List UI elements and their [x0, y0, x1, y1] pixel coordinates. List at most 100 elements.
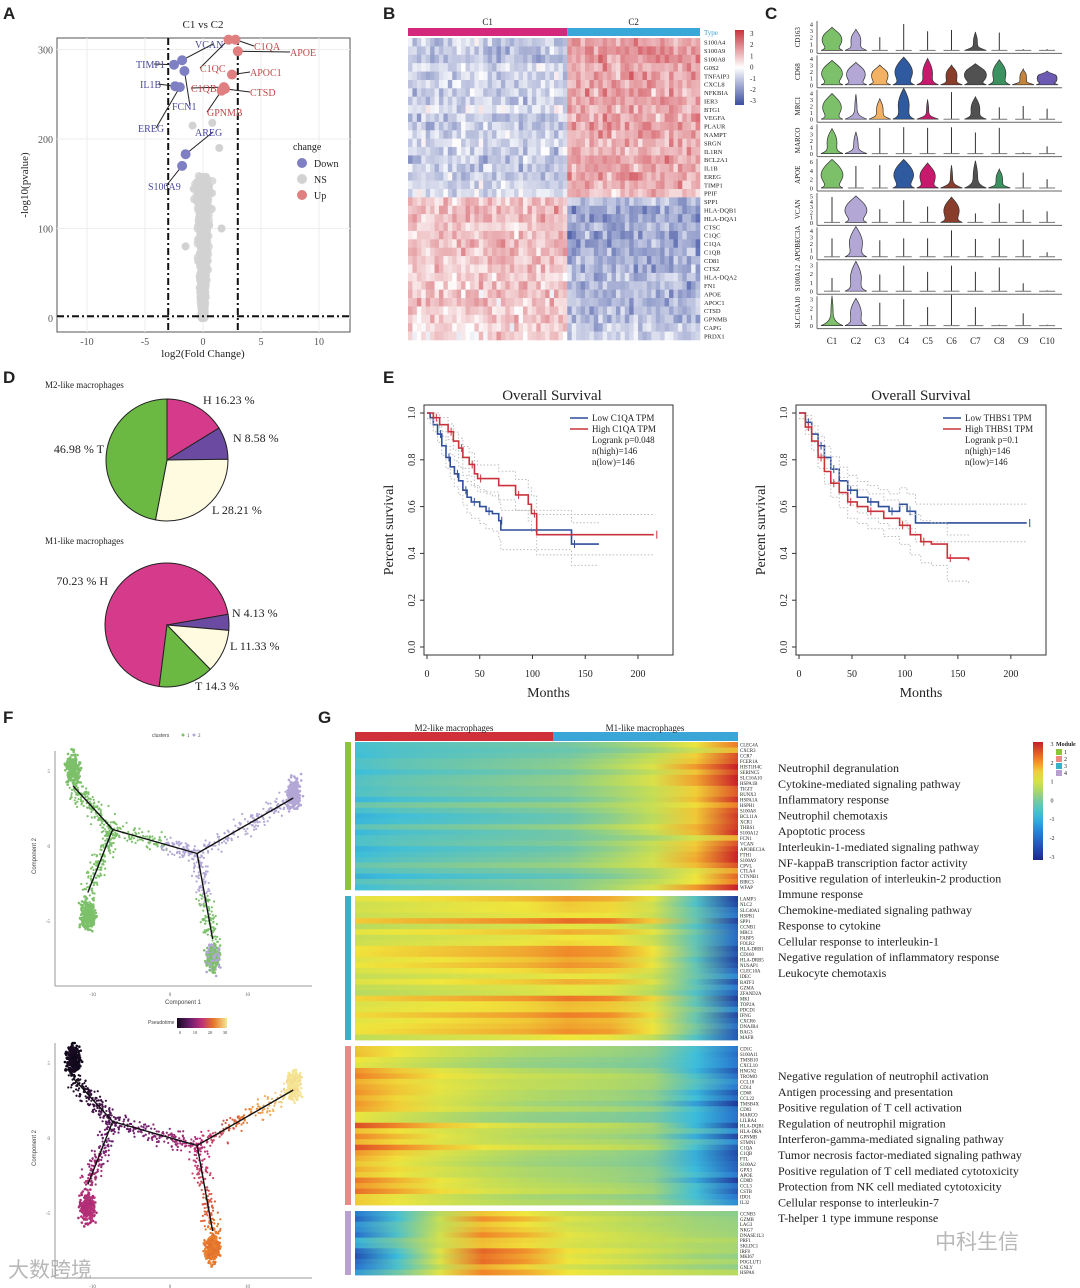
- heatmap-cell: [531, 113, 537, 123]
- heatmap-cell: [540, 96, 546, 106]
- heatmap-cell: [474, 189, 480, 198]
- heatmap-cell: [478, 163, 484, 173]
- y-axis-label: Percent survival: [754, 485, 769, 576]
- heatmap-cell: [554, 88, 559, 98]
- gene-label: CD81: [704, 258, 720, 265]
- heatmap-cell: [624, 289, 630, 299]
- heatmap-cell: [642, 172, 648, 181]
- heatmap-cell: [567, 256, 572, 265]
- cell-point: [89, 798, 92, 801]
- heatmap-cell: [447, 130, 453, 139]
- heatmap-cell: [438, 96, 444, 106]
- heatmap-cell: [518, 197, 524, 207]
- heatmap-cell: [660, 189, 665, 198]
- violin-c9: [1012, 67, 1035, 86]
- heatmap-cell: [474, 71, 480, 81]
- heatmap-cell: [518, 306, 524, 316]
- violin-c7: [964, 31, 987, 51]
- ns-point: [198, 298, 207, 307]
- heatmap-cell: [536, 331, 542, 341]
- heatmap-cell: [567, 155, 572, 165]
- heatmap-cell: [430, 163, 435, 173]
- heatmap-cell: [492, 54, 497, 64]
- heatmap-cell: [461, 138, 466, 148]
- heatmap-cell: [655, 323, 661, 332]
- heatmap-cell: [660, 214, 665, 223]
- heatmap-cell: [465, 113, 471, 123]
- heatmap-cell: [584, 163, 590, 173]
- heatmap-cell: [567, 314, 572, 324]
- heatmap-cell: [611, 130, 617, 139]
- gene-label: SPP1: [704, 199, 718, 206]
- heatmap-cell: [469, 256, 475, 265]
- heatmap-cell: [452, 331, 457, 341]
- heatmap-cell: [598, 205, 603, 215]
- heatmap-cell: [686, 38, 692, 47]
- heatmap-cell: [469, 272, 475, 282]
- heatmap-cell: [655, 264, 661, 274]
- gene-label: TNFAIP3: [704, 73, 730, 80]
- heatmap-cell: [660, 79, 665, 89]
- heatmap-cell: [686, 130, 692, 139]
- cell-point: [113, 812, 116, 816]
- gene-label: FN1: [704, 283, 716, 290]
- heatmap-cell: [695, 54, 701, 64]
- heatmap-cell: [576, 197, 581, 207]
- heatmap-cell: [593, 205, 599, 215]
- heatmap-cell: [492, 46, 497, 56]
- heatmap-cell: [554, 289, 559, 299]
- heatmap-cell: [638, 264, 643, 274]
- heatmap-cell: [536, 54, 542, 64]
- heatmap-cell: [505, 121, 511, 131]
- heatmap-cell: [505, 272, 511, 282]
- heatmap-cell: [505, 138, 511, 148]
- heatmap-cell: [540, 331, 546, 341]
- heatmap-cell: [580, 71, 586, 81]
- heatmap-cell: [646, 147, 652, 156]
- heatmap-cell: [633, 172, 639, 181]
- heatmap-cell: [527, 205, 533, 215]
- heatmap-cell: [505, 54, 511, 64]
- heatmap-cell: [474, 281, 480, 290]
- gene-label: NAMPT: [704, 132, 727, 139]
- heatmap-cell: [478, 96, 484, 106]
- heatmap-cell: [642, 214, 648, 223]
- heatmap-cell: [536, 38, 542, 47]
- heatmap-cell: [558, 163, 564, 173]
- heatmap-cell: [545, 314, 550, 324]
- heatmap-cell: [478, 138, 484, 148]
- heatmap-cell: [691, 54, 696, 64]
- heatmap-cell: [509, 256, 515, 265]
- heatmap-cell: [523, 63, 528, 72]
- heatmap-cell: [456, 197, 462, 207]
- heatmap-cell: [633, 79, 639, 89]
- heatmap-cell: [576, 230, 581, 240]
- heatmap-cell: [646, 88, 652, 98]
- heatmap-cell: [416, 147, 422, 156]
- heatmap-cell: [669, 197, 674, 207]
- heatmap-cell: [651, 54, 657, 64]
- heatmap-cell: [412, 155, 418, 165]
- heatmap-cell: [651, 222, 657, 232]
- heatmap-cell: [584, 54, 590, 64]
- heatmap-cell: [452, 314, 457, 324]
- point-apoc1: [227, 69, 237, 80]
- heatmap-cell: [593, 281, 599, 290]
- heatmap-cell: [483, 46, 488, 56]
- heatmap-cell: [514, 180, 519, 190]
- x-axis-label: Months: [527, 686, 570, 701]
- heatmap-cell: [469, 189, 475, 198]
- heatmap-cell: [562, 289, 568, 299]
- heatmap-cell: [531, 79, 537, 89]
- heatmap-cell: [430, 272, 435, 282]
- heatmap-cell: [536, 121, 542, 131]
- violin-c8: [988, 59, 1011, 86]
- heatmap-cell: [686, 79, 692, 89]
- heatmap-cell: [589, 289, 595, 299]
- heatmap-cell: [447, 63, 453, 72]
- heatmap-cell: [584, 147, 590, 156]
- heatmap-cell: [536, 189, 542, 198]
- heatmap-cell: [593, 230, 599, 240]
- gene-label: SLC16A10: [794, 296, 802, 328]
- heatmap-cell: [677, 214, 683, 223]
